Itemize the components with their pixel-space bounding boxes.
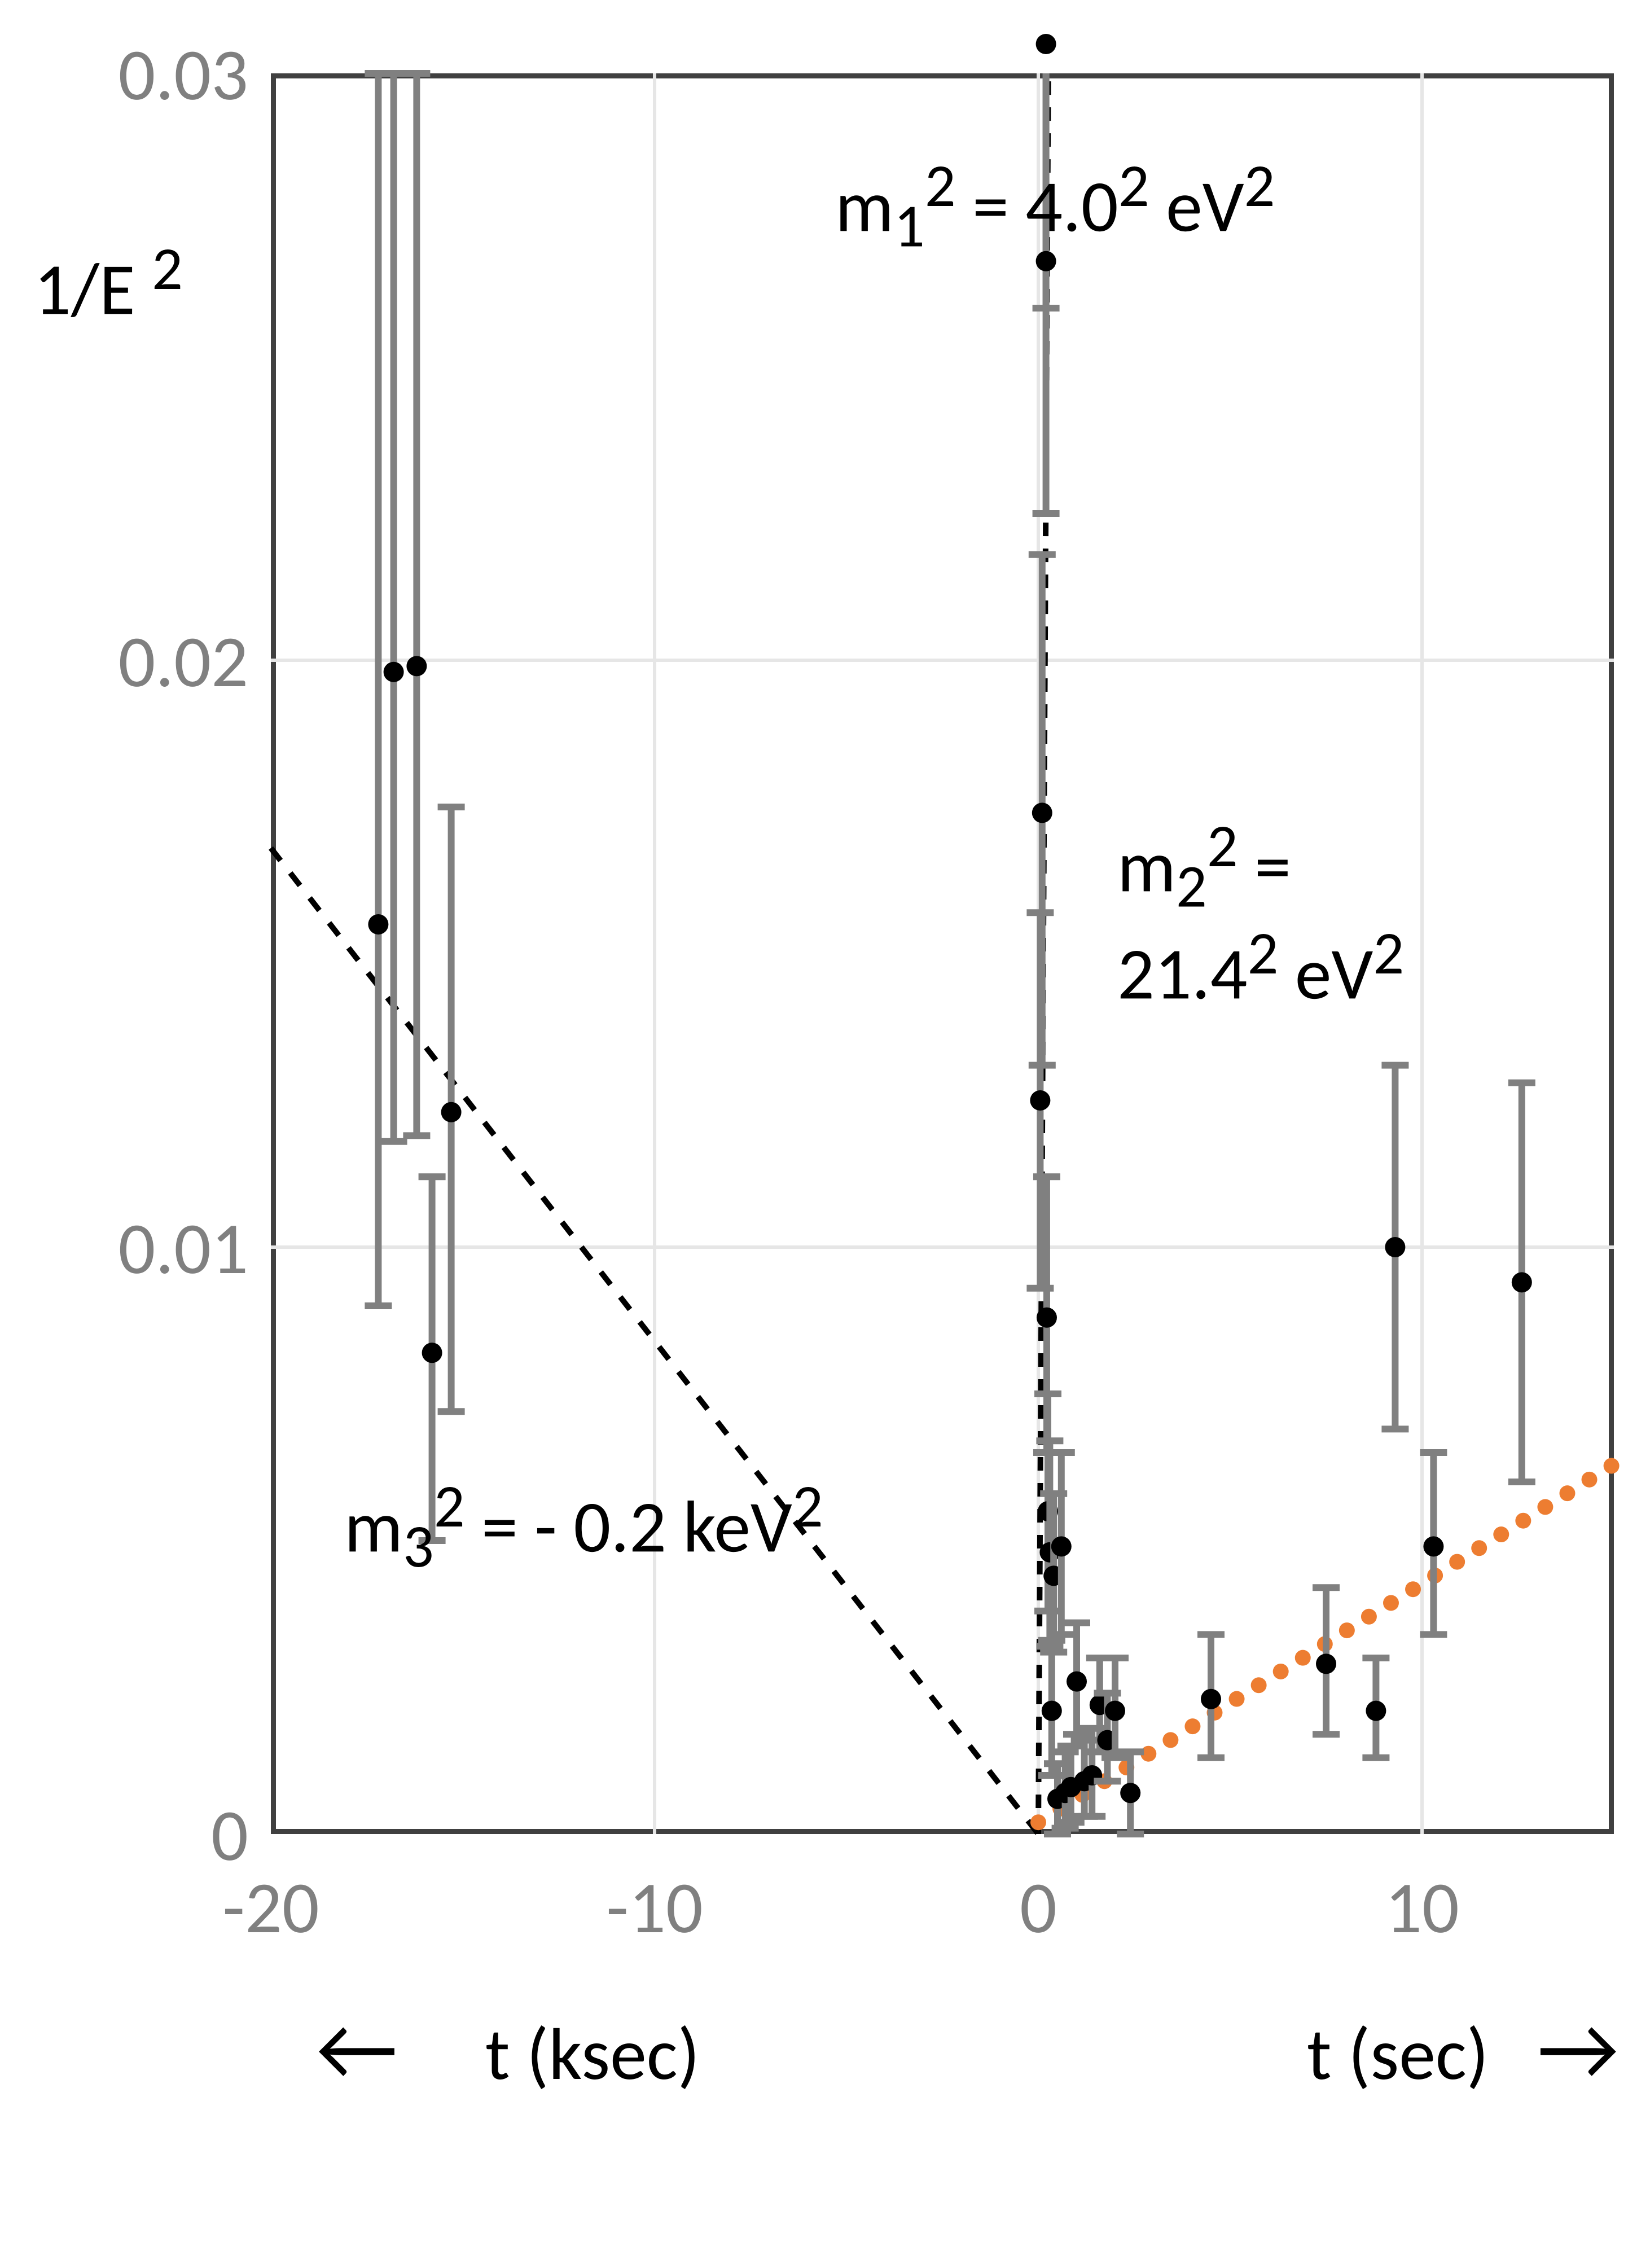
y-tick-label: 0.01 bbox=[119, 1203, 248, 1293]
data-point bbox=[1512, 1272, 1532, 1292]
arrow-left-icon: ← bbox=[316, 2003, 398, 2094]
data-point bbox=[1201, 1689, 1221, 1709]
data-point bbox=[1067, 1672, 1087, 1692]
x-tick-label: 0 bbox=[954, 1862, 1123, 1952]
data-point bbox=[368, 914, 388, 935]
m2_annot: m22 =21.42 eV2 bbox=[1117, 813, 1404, 1014]
data-point bbox=[1120, 1783, 1140, 1803]
x-axis-label-left: t (ksec) bbox=[485, 2009, 700, 2099]
data-point bbox=[1316, 1653, 1336, 1674]
arrow-right-icon: → bbox=[1537, 2003, 1619, 2094]
x-tick-label: 10 bbox=[1337, 1862, 1507, 1952]
y-axis-label: 1/E 2 bbox=[34, 231, 183, 334]
x-axis-label-right: t (sec) bbox=[1307, 2009, 1489, 2099]
data-point bbox=[422, 1343, 442, 1363]
data-point bbox=[1037, 1308, 1057, 1328]
data-point bbox=[1385, 1237, 1405, 1257]
x-tick-label: -20 bbox=[186, 1862, 356, 1952]
data-point bbox=[1051, 1536, 1072, 1556]
data-point bbox=[1423, 1536, 1443, 1556]
data-point bbox=[406, 656, 427, 676]
data-point bbox=[1036, 34, 1056, 54]
y-tick-label: 0.02 bbox=[119, 616, 248, 706]
data-point bbox=[384, 662, 404, 682]
y-tick-label: 0.03 bbox=[119, 29, 248, 119]
data-point bbox=[1042, 1701, 1062, 1721]
data-point bbox=[1032, 802, 1052, 823]
data-point bbox=[1366, 1701, 1386, 1721]
data-point bbox=[441, 1102, 462, 1122]
x-tick-label: -10 bbox=[570, 1862, 739, 1952]
data-point bbox=[1030, 1090, 1050, 1111]
data-point bbox=[1105, 1701, 1125, 1721]
m3_annot: m32 = - 0.2 keV2 bbox=[344, 1473, 823, 1580]
m1_annot: m12 = 4.02 eV2 bbox=[835, 152, 1275, 260]
figure-page: 1/E 2 m12 = 4.02 eV2 m22 =21.42 eV2 m32 = … bbox=[0, 0, 1650, 2268]
